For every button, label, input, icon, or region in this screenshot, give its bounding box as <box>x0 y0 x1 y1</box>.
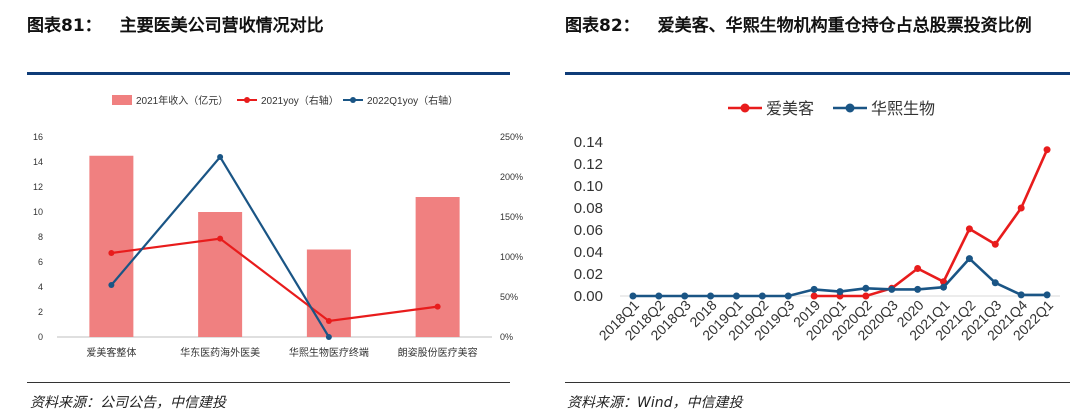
series-point-0 <box>1017 204 1025 212</box>
series-point-1 <box>965 255 973 263</box>
left-y-tick-label: 12 <box>33 182 43 192</box>
series-point-0 <box>810 292 818 300</box>
right-figure-number: 图表82： <box>565 16 640 36</box>
series-point-1 <box>862 284 870 292</box>
series-point-1 <box>655 292 663 300</box>
right-footer-divider <box>565 382 1070 383</box>
left-y-tick-label: 8 <box>38 232 43 242</box>
series-point-1 <box>1017 291 1025 299</box>
y-tick-label: 0.12 <box>574 156 603 173</box>
y-tick-label: 0.00 <box>574 288 603 305</box>
left-y-tick-label: 0 <box>38 332 43 342</box>
left-source-note: 资料来源：公司公告，中信建投 <box>30 395 226 411</box>
right-y-tick-label: 150% <box>500 212 523 222</box>
series-point-2 <box>325 334 332 340</box>
series-point-0 <box>1043 146 1051 154</box>
left-y-tick-label: 6 <box>38 257 43 267</box>
series-point-1 <box>940 283 948 291</box>
legend-label: 2022Q1yoy（右轴） <box>367 94 458 107</box>
revenue-bar <box>198 212 243 337</box>
series-point-0 <box>991 240 999 248</box>
series-point-1 <box>108 250 115 256</box>
series-point-1 <box>914 285 922 293</box>
series-line-0 <box>814 149 1049 298</box>
series-point-2 <box>108 282 115 288</box>
right-y-tick-label: 200% <box>500 172 523 182</box>
left-figure-title-text: 主要医美公司营收情况对比 <box>119 16 324 36</box>
legend-swatch-marker <box>244 97 250 103</box>
series-point-1 <box>707 292 715 300</box>
right-source-note: 资料来源：Wind，中信建投 <box>567 395 743 411</box>
legend-swatch-marker <box>740 103 750 113</box>
series-point-1 <box>325 318 332 324</box>
left-footer-divider <box>27 382 510 383</box>
y-tick-label: 0.06 <box>574 222 603 239</box>
legend-label: 2021yoy（右轴） <box>261 94 339 107</box>
y-tick-label: 0.14 <box>574 134 603 151</box>
legend-label: 2021年收入（亿元） <box>136 94 228 107</box>
series-point-1 <box>681 292 689 300</box>
series-point-0 <box>914 265 922 272</box>
left-figure-number: 图表81： <box>27 16 102 36</box>
right-figure-title-text: 爱美客、华熙生物机构重仓持仓占总股票投资比例 <box>657 16 1032 36</box>
legend-label: 爱美客 <box>766 100 814 118</box>
series-point-1 <box>434 303 441 310</box>
left-y-tick-label: 10 <box>33 207 43 217</box>
right-title-divider <box>565 72 1070 75</box>
series-point-2 <box>217 154 224 160</box>
series-point-1 <box>629 292 637 300</box>
legend-label: 华熙生物 <box>871 100 935 118</box>
revenue-bar <box>89 155 134 337</box>
series-point-1 <box>732 292 740 300</box>
series-line-1 <box>111 237 438 323</box>
series-point-0 <box>862 292 870 300</box>
right-figure-title: 图表82： 爱美客、华熙生物机构重仓持仓占总股票投资比例 <box>565 10 1070 42</box>
y-tick-label: 0.10 <box>574 178 603 195</box>
series-point-1 <box>1043 291 1051 299</box>
left-title-divider <box>27 72 510 75</box>
left-y-tick-label: 2 <box>38 307 43 317</box>
series-point-1 <box>784 292 792 300</box>
series-point-1 <box>991 279 999 287</box>
left-y-tick-label: 14 <box>33 157 43 167</box>
left-figure-title: 图表81： 主要医美公司营收情况对比 <box>27 10 507 42</box>
x-category-label: 朗姿股份医疗美容 <box>398 346 478 359</box>
x-category-label: 爱美客整体 <box>86 346 136 359</box>
legend-swatch-marker <box>845 103 855 113</box>
series-point-1 <box>758 292 766 300</box>
series-point-0 <box>965 225 973 233</box>
right-y-tick-label: 250% <box>500 132 523 142</box>
legend-swatch-marker <box>350 97 356 103</box>
right-y-tick-label: 0% <box>500 332 513 342</box>
left-y-tick-label: 16 <box>33 132 43 142</box>
series-point-1 <box>810 285 818 293</box>
series-point-1 <box>888 285 896 293</box>
y-tick-label: 0.08 <box>574 200 603 217</box>
legend-swatch-bar <box>112 95 132 105</box>
x-category-label: 华东医药海外医美 <box>180 346 260 359</box>
series-point-1 <box>836 288 844 296</box>
right-y-tick-label: 50% <box>500 292 518 302</box>
y-tick-label: 0.04 <box>574 244 603 261</box>
x-category-label: 华熙生物医疗终端 <box>289 346 369 359</box>
revenue-bar <box>415 197 460 337</box>
left-y-tick-label: 4 <box>38 282 43 292</box>
right-y-tick-label: 100% <box>500 252 523 262</box>
series-point-1 <box>217 235 224 242</box>
y-tick-label: 0.02 <box>574 266 603 283</box>
